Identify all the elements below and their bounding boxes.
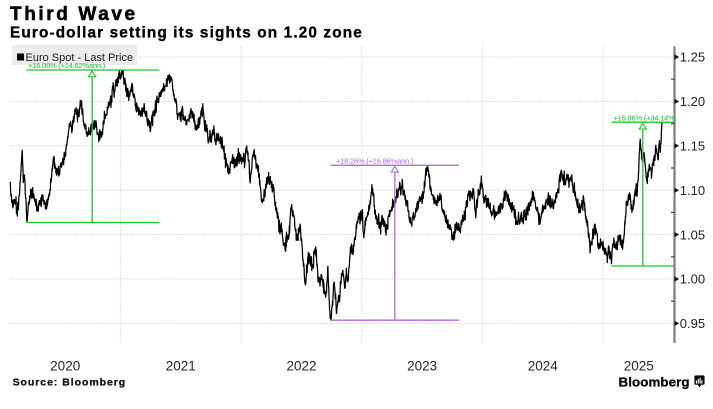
svg-text:2021: 2021 <box>166 359 196 374</box>
svg-text:1.10: 1.10 <box>680 183 705 198</box>
svg-text:2024: 2024 <box>528 359 559 374</box>
svg-text:2023: 2023 <box>407 359 437 374</box>
svg-text:1.20: 1.20 <box>680 94 705 109</box>
svg-text:2020: 2020 <box>50 359 80 374</box>
svg-text:+15.96% (+34.14%ann.): +15.96% (+34.14%ann.) <box>614 113 692 122</box>
svg-text:0.95: 0.95 <box>680 316 705 331</box>
svg-text:2022: 2022 <box>286 359 316 374</box>
svg-text:Third Wave: Third Wave <box>10 4 138 25</box>
svg-text:Source: Bloomberg: Source: Bloomberg <box>13 376 127 388</box>
svg-text:1.00: 1.00 <box>680 272 705 287</box>
svg-text:1.05: 1.05 <box>680 227 705 242</box>
svg-text:+16.08% (+14.62%ann.): +16.08% (+14.62%ann.) <box>28 61 106 70</box>
svg-text:1.25: 1.25 <box>680 50 705 65</box>
svg-text:Bloomberg: Bloomberg <box>619 374 690 389</box>
svg-text:1.15: 1.15 <box>680 139 705 154</box>
svg-text:+18.26% (+16.86%ann.): +18.26% (+16.86%ann.) <box>336 157 414 166</box>
svg-text:Euro Spot - Last Price: Euro Spot - Last Price <box>26 52 134 64</box>
svg-text:Euro-dollar setting its sights: Euro-dollar setting its sights on 1.20 z… <box>10 25 363 42</box>
svg-text:2025: 2025 <box>624 359 654 374</box>
